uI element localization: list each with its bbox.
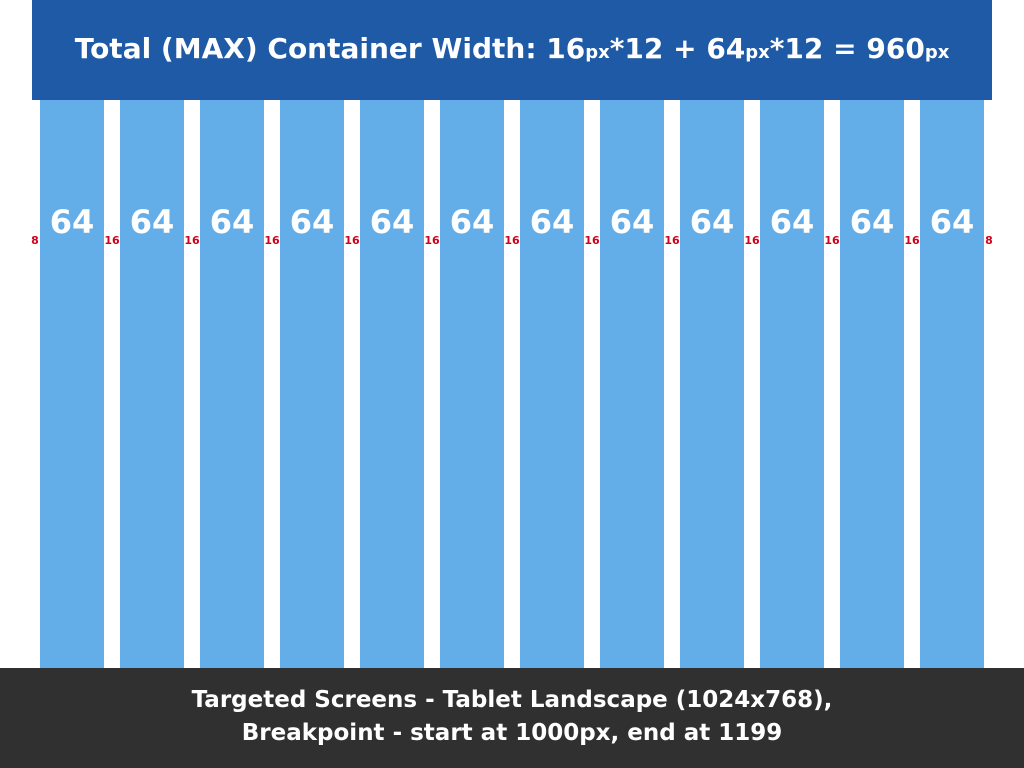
- container-width-title: Total (MAX) Container Width: 16px*12 + 6…: [32, 32, 992, 70]
- grid-column-5: [360, 0, 424, 668]
- column-width-label: 64: [129, 203, 175, 241]
- grid-column-6: [440, 0, 504, 668]
- grid-column-9: [680, 0, 744, 668]
- grid-column-2: [120, 0, 184, 668]
- title-mid-1: *12 +: [609, 32, 707, 65]
- column-width-label: 64: [449, 203, 495, 241]
- grid-column-8: [600, 0, 664, 668]
- gutter-width-label: 16: [344, 234, 360, 247]
- column-width-label: 64: [769, 203, 815, 241]
- gutter-width-label: 16: [104, 234, 120, 247]
- footer-breakpoint: Breakpoint - start at 1000px, end at 119…: [241, 720, 783, 746]
- grid-column-1: [40, 0, 104, 668]
- grid-column-3: [200, 0, 264, 668]
- title-prefix: Total (MAX) Container Width:: [74, 32, 547, 65]
- column-width-label: 64: [49, 203, 95, 241]
- title-column-value: 64: [706, 32, 746, 65]
- gutter-width-label: 16: [744, 234, 760, 247]
- footer-banner: Targeted Screens - Tablet Landscape (102…: [0, 668, 1024, 768]
- title-unit-2: px: [745, 42, 770, 63]
- footer-targeted-screens: Targeted Screens - Tablet Landscape (102…: [191, 687, 833, 713]
- grid-column-10: [760, 0, 824, 668]
- grid-column-4: [280, 0, 344, 668]
- gutter-width-label: 16: [424, 234, 440, 247]
- grid-column-11: [840, 0, 904, 668]
- column-width-label: 64: [529, 203, 575, 241]
- gutter-width-label: 16: [584, 234, 600, 247]
- column-width-label: 64: [689, 203, 735, 241]
- title-unit-1: px: [585, 42, 610, 63]
- gutter-width-label: 16: [904, 234, 920, 247]
- title-mid-2: *12 =: [769, 32, 867, 65]
- gutter-width-label: 8: [985, 234, 993, 247]
- gutter-width-label: 16: [264, 234, 280, 247]
- grid-column-7: [520, 0, 584, 668]
- title-total-value: 960: [866, 32, 925, 65]
- gutter-width-label: 8: [31, 234, 39, 247]
- grid-column-12: [920, 0, 984, 668]
- gutter-width-label: 16: [824, 234, 840, 247]
- gutter-width-label: 16: [184, 234, 200, 247]
- title-unit-3: px: [924, 42, 950, 63]
- column-width-label: 64: [849, 203, 895, 241]
- title-gutter-value: 16: [546, 32, 586, 65]
- column-width-label: 64: [209, 203, 255, 241]
- column-width-label: 64: [289, 203, 335, 241]
- column-width-label: 64: [609, 203, 655, 241]
- gutter-width-label: 16: [504, 234, 520, 247]
- header-banner: Total (MAX) Container Width: 16px*12 + 6…: [32, 0, 992, 100]
- gutter-width-label: 16: [664, 234, 680, 247]
- column-width-label: 64: [929, 203, 975, 241]
- column-width-label: 64: [369, 203, 415, 241]
